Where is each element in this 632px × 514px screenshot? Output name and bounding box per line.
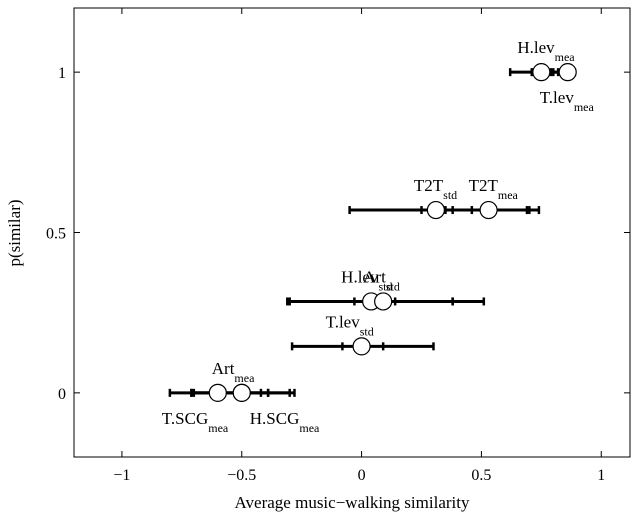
data-point-marker: [558, 63, 577, 82]
data-point-marker: [208, 383, 227, 402]
y-tick-label: 1: [58, 65, 66, 82]
x-tick-label: 0.5: [471, 467, 491, 484]
data-point-label: Artstd: [363, 267, 400, 293]
y-axis-title: p(similar): [5, 199, 24, 266]
point-label-layer: H.levmea T.levmea T2Tstd T2Tmea H.levstdArts…: [162, 38, 595, 435]
data-point-marker: [232, 383, 251, 402]
data-point-label: T.levstd: [326, 312, 374, 338]
data-point-label: H.levmea: [517, 38, 575, 64]
y-tick-label: 0: [58, 386, 66, 403]
data-point-marker: [426, 200, 445, 220]
data-point-marker: [374, 292, 393, 311]
data-point-label: T.SCGmea: [162, 409, 229, 435]
y-tick-label: 0.5: [46, 226, 66, 243]
data-point-marker: [352, 337, 371, 356]
data-point-marker: [479, 200, 498, 220]
data-point-label: H.levstd: [341, 267, 392, 293]
data-point-label: T2Tmea: [469, 176, 519, 202]
x-tick-label: 0: [358, 467, 366, 484]
marker-layer: [208, 63, 577, 402]
tick-layer: −1 −0.5 0 0.5 1 0 0.5 1: [46, 8, 630, 484]
data-point-marker: [532, 63, 551, 82]
x-tick-label: 1: [597, 467, 605, 484]
data-point-label: T2Tstd: [414, 176, 457, 202]
data-point-label: Artmea: [212, 359, 255, 385]
plot-area: [73, 7, 631, 458]
data-point-label: T.levmea: [540, 88, 595, 114]
x-axis-title: Average music−walking similarity: [235, 493, 470, 512]
x-tick-label: −0.5: [227, 467, 256, 484]
data-point-label: H.SCGmea: [250, 409, 320, 435]
x-tick-label: −1: [113, 467, 130, 484]
